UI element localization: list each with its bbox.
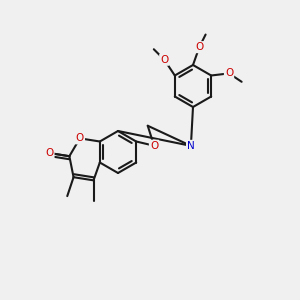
Text: O: O: [45, 148, 53, 158]
Text: O: O: [150, 141, 158, 151]
Text: O: O: [195, 42, 203, 52]
Text: O: O: [225, 68, 233, 78]
Text: O: O: [160, 55, 168, 65]
Text: O: O: [76, 133, 84, 143]
Text: N: N: [187, 141, 195, 151]
